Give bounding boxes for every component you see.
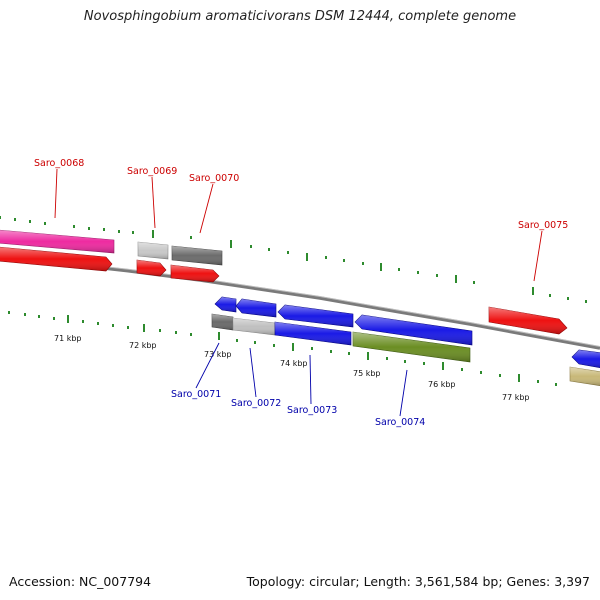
- gene-label-saro-0072[interactable]: Saro_0072: [231, 398, 281, 409]
- forward-strand-genes: [0, 229, 568, 335]
- genome-title: Novosphingobium aromaticivorans DSM 1244…: [83, 9, 517, 24]
- upper-tick-row: [0, 216, 587, 303]
- gene-label-saro-0074[interactable]: Saro_0074: [375, 417, 425, 428]
- gene-label-saro-0073[interactable]: Saro_0073: [287, 405, 337, 416]
- gene-arrow-right-edge-blue[interactable]: [571, 349, 600, 368]
- gene-label-saro-0068[interactable]: Saro_0068: [34, 158, 84, 169]
- gene-arrow-saro-0071-b[interactable]: [211, 313, 234, 331]
- gene-arrow-saro-0068-b[interactable]: [0, 246, 113, 272]
- kbp-label: 75 kbp: [353, 369, 381, 378]
- gene-arrow-saro-0070-b[interactable]: [170, 264, 220, 283]
- genome-summary-text: Topology: circular; Length: 3,561,584 bp…: [246, 574, 590, 589]
- kbp-label: 77 kbp: [502, 393, 530, 402]
- gene-arrow-saro-0074[interactable]: [354, 314, 473, 346]
- kbp-label: 71 kbp: [54, 334, 82, 343]
- kbp-labels: 71 kbp 72 kbp 73 kbp 74 kbp 75 kbp 76 kb…: [54, 334, 530, 402]
- gene-arrow-saro-0072[interactable]: [235, 298, 277, 318]
- gene-arrow-saro-0071[interactable]: [214, 296, 237, 313]
- kbp-label: 72 kbp: [129, 341, 157, 350]
- gene-arrow-saro-0069-b[interactable]: [136, 259, 167, 277]
- gene-arrow-saro-0068[interactable]: [0, 229, 115, 254]
- gene-arrow-saro-0072-b[interactable]: [232, 317, 276, 336]
- kbp-label: 76 kbp: [428, 380, 456, 389]
- kbp-label: 73 kbp: [204, 350, 232, 359]
- gene-arrow-saro-0070[interactable]: [171, 245, 223, 266]
- gene-label-saro-0070[interactable]: Saro_0070: [189, 173, 239, 184]
- gene-arrow-saro-0074-b[interactable]: [352, 331, 471, 363]
- gene-arrow-right-edge-tan[interactable]: [569, 366, 600, 386]
- gene-arrow-saro-0075[interactable]: [488, 306, 568, 335]
- gene-arrow-saro-0069[interactable]: [137, 241, 169, 260]
- gene-label-saro-0069[interactable]: Saro_0069: [127, 166, 177, 177]
- gene-arrow-saro-0073-b[interactable]: [274, 321, 352, 346]
- accession-text: Accession: NC_007794: [9, 574, 152, 589]
- gene-labels: Saro_0068 Saro_0069 Saro_0070 Saro_0075 …: [34, 158, 568, 428]
- label-leader-lines: [54, 168, 543, 417]
- gene-label-saro-0071[interactable]: Saro_0071: [171, 389, 221, 400]
- reverse-strand-genes: [211, 296, 600, 386]
- gene-label-saro-0075[interactable]: Saro_0075: [518, 220, 568, 231]
- gene-arrow-saro-0073[interactable]: [277, 304, 354, 328]
- kbp-label: 74 kbp: [280, 359, 308, 368]
- lower-tick-row: [8, 311, 557, 386]
